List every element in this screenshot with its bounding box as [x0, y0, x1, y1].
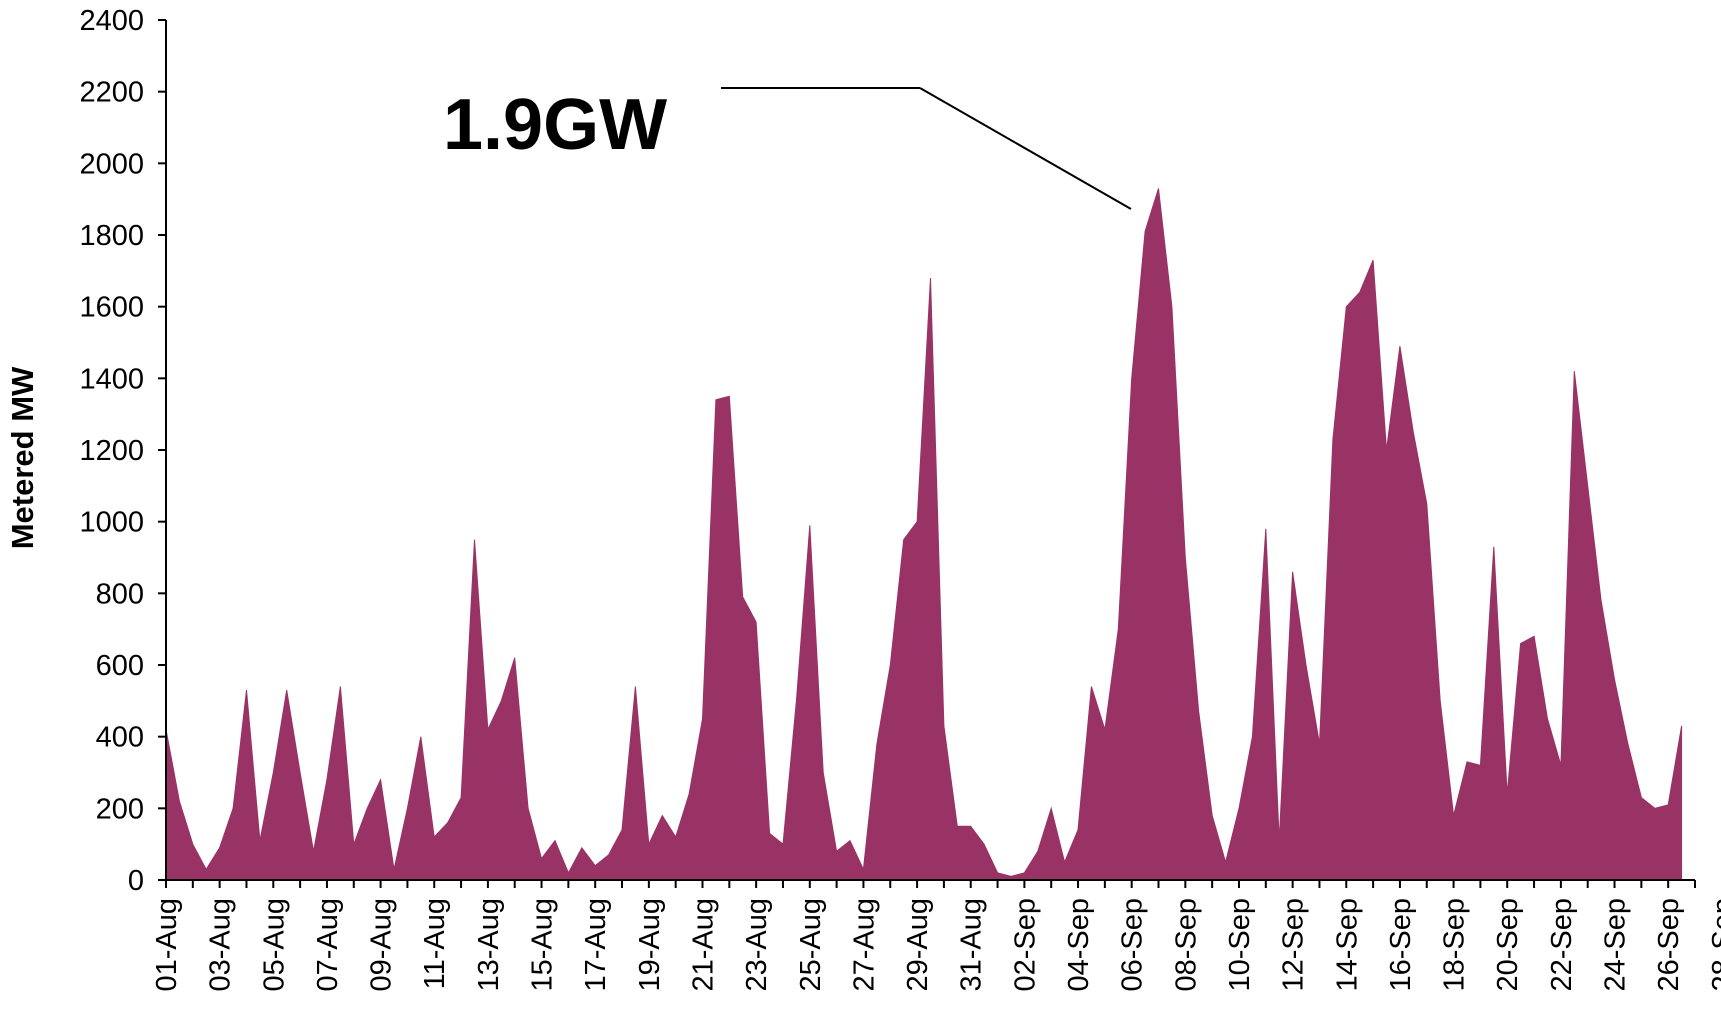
- y-axis: 0 200 400 600 800 1000 1200 1400 1600 1800 2000 220…: [79, 5, 167, 897]
- x-tick-label: 29-Aug: [902, 898, 934, 992]
- x-tick-label: 28-Sep: [1707, 898, 1721, 992]
- x-tick-label: 22-Sep: [1546, 898, 1578, 992]
- x-tick-label: 21-Aug: [688, 898, 720, 992]
- y-tick-label: 800: [96, 578, 144, 610]
- x-tick-label: 03-Aug: [205, 898, 237, 992]
- x-tick-label: 14-Sep: [1331, 898, 1363, 992]
- x-tick-label: 25-Aug: [795, 898, 827, 992]
- x-tick-label: 06-Sep: [1117, 898, 1149, 992]
- y-tick-label: 200: [96, 793, 144, 825]
- y-tick-label: 1200: [79, 435, 144, 467]
- x-tick-label: 16-Sep: [1385, 898, 1417, 992]
- x-tick-label: 18-Sep: [1439, 898, 1471, 992]
- peak-annotation-label: 1.9GW: [443, 85, 667, 165]
- y-tick-label: 2400: [79, 5, 144, 37]
- x-tick-label: 07-Aug: [312, 898, 344, 992]
- x-tick-label: 05-Aug: [258, 898, 290, 992]
- x-tick-label: 23-Aug: [741, 898, 773, 992]
- x-tick-label: 11-Aug: [419, 898, 451, 989]
- x-tick-label: 09-Aug: [366, 898, 398, 992]
- x-tick-label: 19-Aug: [634, 898, 666, 992]
- x-tick-label: 13-Aug: [473, 898, 505, 992]
- y-tick-label: 1000: [79, 507, 144, 539]
- annotation-leader-line: [919, 87, 1132, 210]
- x-tick-label: 24-Sep: [1600, 898, 1632, 992]
- y-tick-label: 1600: [79, 292, 144, 324]
- y-axis-title: Metered MW: [5, 366, 40, 549]
- x-tick-label: 27-Aug: [848, 898, 880, 992]
- y-tick-label: 2200: [79, 77, 144, 109]
- x-tick-label: 04-Sep: [1063, 898, 1095, 992]
- y-tick-label: 1800: [79, 220, 144, 252]
- y-tick-label: 2000: [79, 148, 144, 180]
- y-tick-label: 0: [128, 865, 144, 897]
- x-tick-label: 01-Aug: [151, 898, 183, 992]
- x-axis: 01-Aug 03-Aug 05-Aug 07-Aug 09-Aug 11-Aug 13-A…: [151, 879, 1721, 992]
- x-tick-label: 26-Sep: [1653, 898, 1685, 992]
- area-series-0: [165, 188, 1683, 881]
- y-tick-label: 600: [96, 650, 144, 682]
- x-tick-label: 02-Sep: [1009, 898, 1041, 992]
- x-tick-label: 20-Sep: [1492, 898, 1524, 992]
- x-tick-label: 31-Aug: [956, 898, 988, 992]
- x-tick-label: 10-Sep: [1224, 898, 1256, 992]
- x-tick-label: 17-Aug: [580, 898, 612, 992]
- x-tick-label: 12-Sep: [1278, 898, 1310, 992]
- y-tick-label: 1400: [79, 363, 144, 395]
- x-tick-label: 15-Aug: [527, 898, 559, 992]
- y-tick-label: 400: [96, 722, 144, 754]
- x-tick-label: 08-Sep: [1170, 898, 1202, 992]
- plot-area: [165, 188, 1683, 881]
